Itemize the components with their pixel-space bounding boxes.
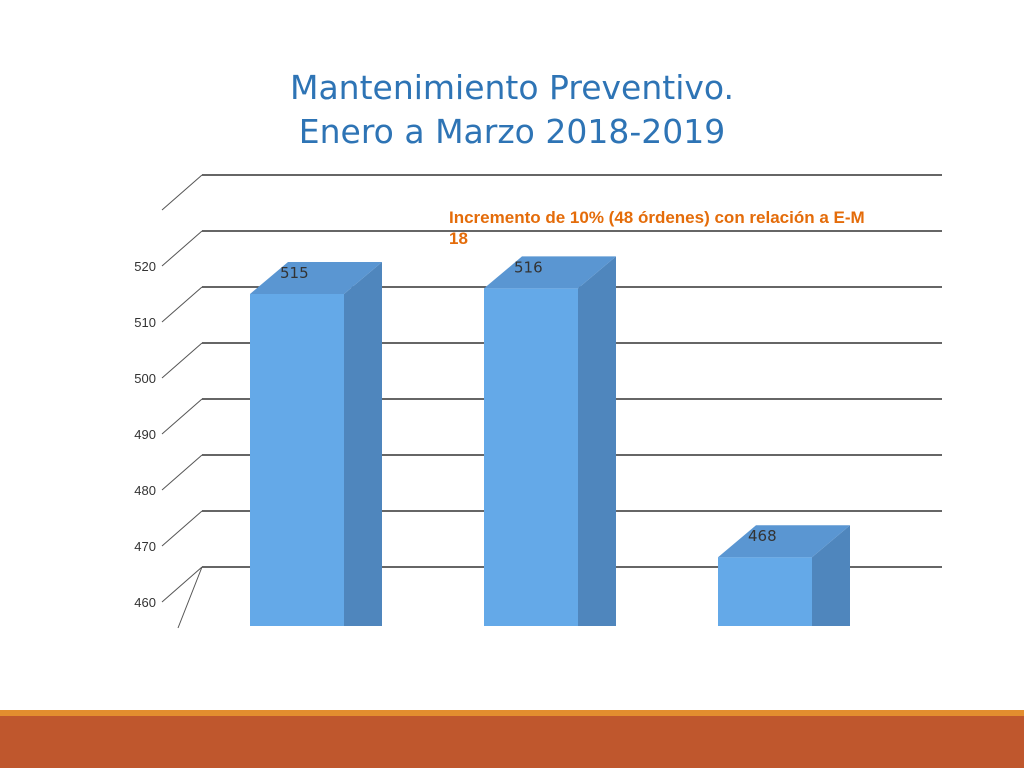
- bar-top-0: [250, 262, 382, 294]
- data-label-0: 515: [280, 264, 309, 282]
- data-label-1: 516: [514, 258, 543, 276]
- bar-0: [250, 262, 382, 626]
- bar-side-0: [344, 262, 382, 626]
- annotation-line-1: Incremento de 10% (48 órdenes) con relac…: [449, 208, 865, 227]
- grid-diagonal-5: [161, 286, 203, 323]
- footer-accent-line: [0, 710, 1024, 716]
- footer-bar: [0, 716, 1024, 768]
- bar-1: [484, 256, 616, 626]
- data-label-2: 468: [748, 527, 777, 545]
- y-tick-5: 510: [134, 315, 156, 330]
- annotation-line-2: 18: [449, 229, 468, 248]
- bar-side-1: [578, 256, 616, 626]
- grid-diagonal-3: [161, 398, 203, 435]
- y-tick-0: 460: [134, 595, 156, 610]
- chart-bars: [250, 256, 850, 626]
- slide-title: Mantenimiento Preventivo. Enero a Marzo …: [0, 66, 1024, 154]
- bar-top-2: [718, 525, 850, 558]
- y-tick-4: 500: [134, 371, 156, 386]
- bar-front-1: [484, 288, 578, 626]
- grid-diagonal-0: [161, 566, 203, 603]
- bar-front-2: [718, 557, 812, 626]
- grid-diagonal-1: [161, 510, 203, 547]
- bar-front-0: [250, 294, 344, 626]
- y-tick-1: 470: [134, 539, 156, 554]
- y-tick-2: 480: [134, 483, 156, 498]
- data-labels: 515 516 468: [280, 258, 777, 545]
- grid-diagonal-bottom: [177, 566, 203, 629]
- y-tick-6: 520: [134, 259, 156, 274]
- grid-diagonal-6: [161, 230, 203, 267]
- title-line-1: Mantenimiento Preventivo.: [289, 68, 735, 107]
- grid-diagonal-7: [161, 174, 203, 211]
- bar-2: [718, 525, 850, 626]
- y-axis-ticks: 460 470 480 490 500 510 520: [134, 259, 156, 610]
- grid-diagonal-4: [161, 342, 203, 379]
- title-line-2: Enero a Marzo 2018-2019: [298, 112, 726, 151]
- bar-side-2: [812, 525, 850, 626]
- grid-diagonal-2: [161, 454, 203, 491]
- bar-top-1: [484, 256, 616, 289]
- y-tick-3: 490: [134, 427, 156, 442]
